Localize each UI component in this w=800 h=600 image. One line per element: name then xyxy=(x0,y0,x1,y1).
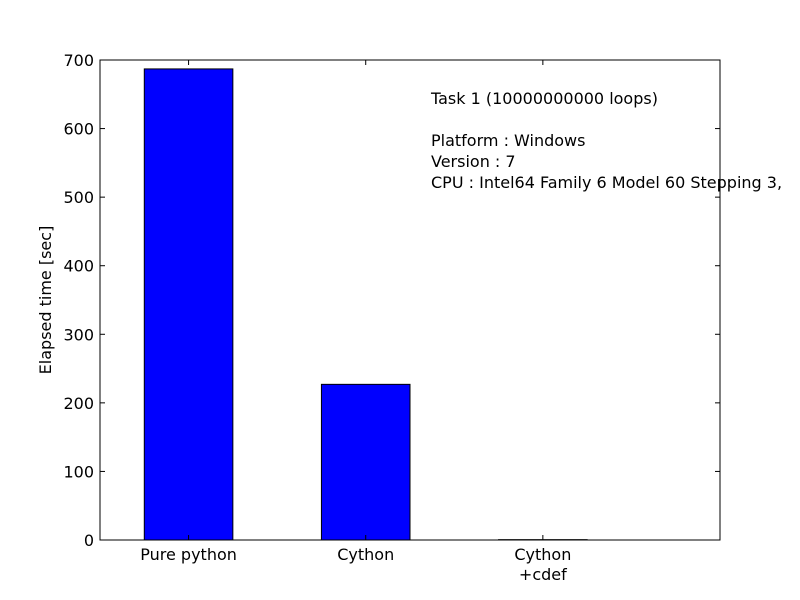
bars-layer xyxy=(143,68,588,541)
y-tick-label: 200 xyxy=(63,394,94,413)
x-tick-label: Cython xyxy=(337,545,394,564)
annotation-line: Task 1 (10000000000 loops) xyxy=(430,89,658,108)
y-tick-label: 100 xyxy=(63,462,94,481)
annotation-block: Task 1 (10000000000 loops) Platform : Win… xyxy=(430,89,782,192)
y-tick-label: 600 xyxy=(63,120,94,139)
y-tick-label: 300 xyxy=(63,325,94,344)
x-tick-label: Pure python xyxy=(140,545,237,564)
x-tick-label: +cdef xyxy=(519,565,567,584)
bar-1 xyxy=(320,383,411,541)
x-tick-label: Cython xyxy=(514,545,571,564)
y-tick-label: 400 xyxy=(63,257,94,276)
y-tick-label: 500 xyxy=(63,188,94,207)
y-tick-label: 700 xyxy=(63,51,94,70)
y-tick-label: 0 xyxy=(84,531,94,550)
plot-frame xyxy=(99,59,721,541)
y-axis-label: Elapsed time [sec] xyxy=(36,226,55,375)
ticks-layer: Pure python Cython Cython+cdef010020030040… xyxy=(63,51,720,584)
bar-0 xyxy=(143,68,234,541)
annotation-line: CPU : Intel64 Family 6 Model 60 Stepping… xyxy=(431,173,782,192)
annotation-line: Platform : Windows xyxy=(431,131,585,150)
annotation-line: Version : 7 xyxy=(431,152,516,171)
